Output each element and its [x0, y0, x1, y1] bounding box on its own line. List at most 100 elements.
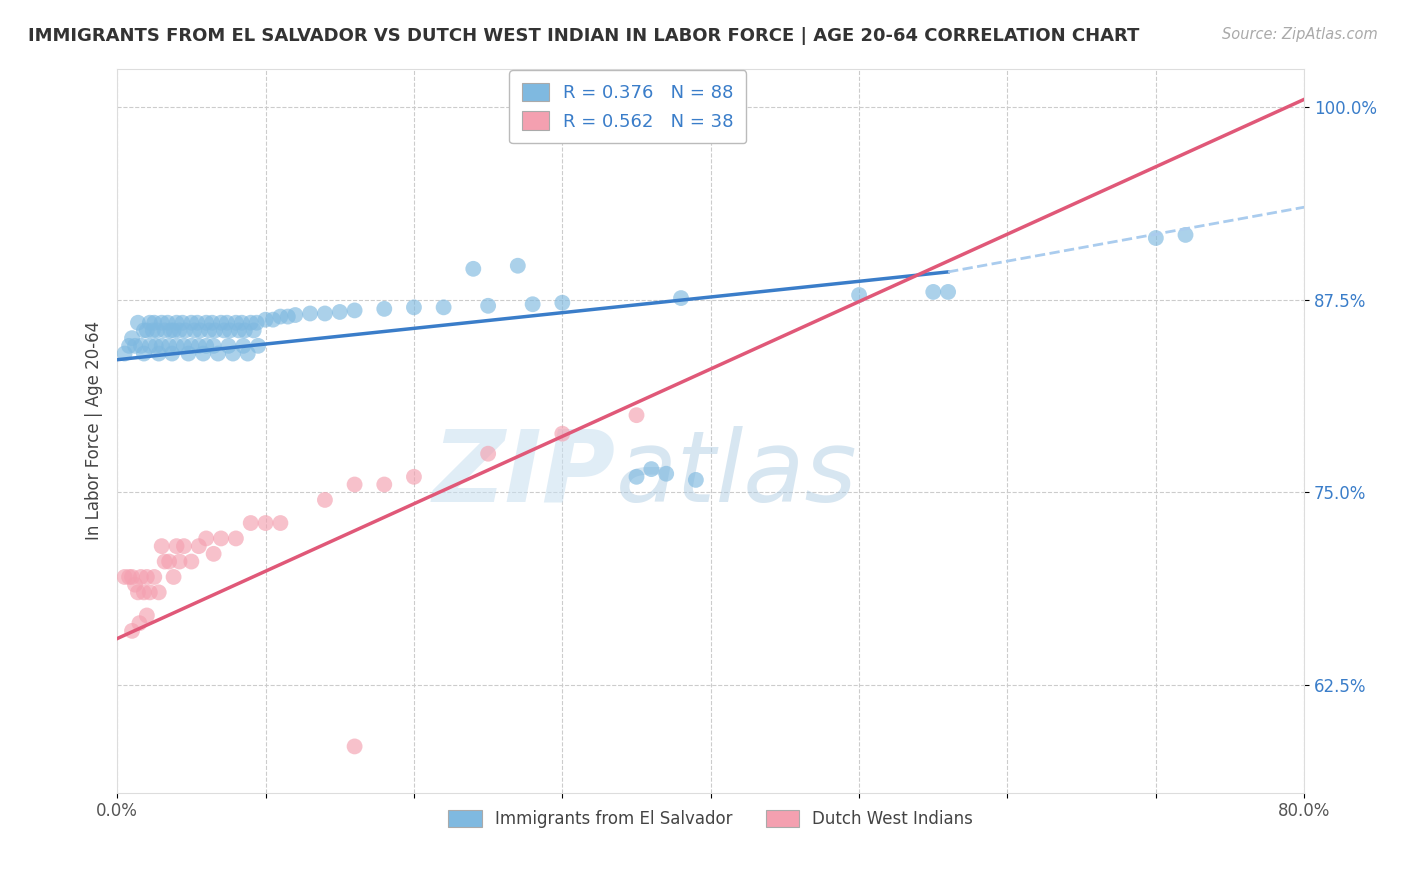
Point	[277, 310, 299, 324]
Text: atlas: atlas	[616, 425, 858, 523]
Point	[121, 624, 143, 638]
Point	[343, 739, 366, 754]
Point	[242, 323, 264, 337]
Point	[1144, 231, 1167, 245]
Point	[506, 259, 529, 273]
Point	[150, 339, 173, 353]
Point	[209, 316, 232, 330]
Point	[129, 339, 152, 353]
Point	[217, 339, 239, 353]
Point	[247, 339, 270, 353]
Point	[212, 323, 235, 337]
Point	[207, 346, 229, 360]
Point	[343, 477, 366, 491]
Legend: Immigrants from El Salvador, Dutch West Indians: Immigrants from El Salvador, Dutch West …	[441, 804, 980, 835]
Point	[246, 316, 269, 330]
Point	[202, 547, 225, 561]
Point	[139, 316, 162, 330]
Point	[463, 261, 485, 276]
Point	[222, 346, 245, 360]
Point	[124, 339, 146, 353]
Point	[233, 323, 256, 337]
Point	[121, 331, 143, 345]
Point	[166, 339, 188, 353]
Point	[232, 339, 254, 353]
Point	[118, 339, 141, 353]
Point	[166, 316, 188, 330]
Point	[153, 555, 176, 569]
Text: ZIP: ZIP	[433, 425, 616, 523]
Point	[373, 301, 395, 316]
Point	[187, 339, 209, 353]
Point	[195, 316, 218, 330]
Point	[373, 477, 395, 491]
Point	[173, 539, 195, 553]
Point	[169, 323, 191, 337]
Y-axis label: In Labor Force | Age 20-64: In Labor Force | Age 20-64	[86, 321, 103, 541]
Point	[343, 303, 366, 318]
Point	[180, 555, 202, 569]
Point	[522, 297, 544, 311]
Point	[121, 570, 143, 584]
Point	[626, 408, 648, 422]
Point	[129, 570, 152, 584]
Point	[640, 462, 662, 476]
Point	[1174, 227, 1197, 242]
Text: IMMIGRANTS FROM EL SALVADOR VS DUTCH WEST INDIAN IN LABOR FORCE | AGE 20-64 CORR: IMMIGRANTS FROM EL SALVADOR VS DUTCH WES…	[28, 27, 1139, 45]
Point	[551, 295, 574, 310]
Point	[685, 473, 707, 487]
Point	[156, 316, 179, 330]
Point	[236, 346, 259, 360]
Point	[193, 346, 215, 360]
Point	[626, 470, 648, 484]
Point	[402, 470, 425, 484]
Point	[132, 323, 155, 337]
Point	[254, 312, 277, 326]
Point	[262, 312, 284, 326]
Point	[150, 316, 173, 330]
Point	[187, 539, 209, 553]
Point	[143, 316, 166, 330]
Point	[215, 316, 238, 330]
Point	[166, 539, 188, 553]
Point	[159, 323, 181, 337]
Point	[225, 532, 247, 546]
Point	[314, 492, 336, 507]
Point	[160, 346, 183, 360]
Point	[145, 339, 167, 353]
Point	[314, 306, 336, 320]
Point	[198, 323, 221, 337]
Point	[201, 316, 224, 330]
Point	[135, 608, 157, 623]
Point	[114, 346, 136, 360]
Point	[922, 285, 945, 299]
Point	[239, 516, 262, 530]
Point	[118, 570, 141, 584]
Point	[477, 447, 499, 461]
Point	[172, 316, 194, 330]
Point	[127, 585, 149, 599]
Point	[173, 339, 195, 353]
Point	[135, 570, 157, 584]
Point	[402, 301, 425, 315]
Text: Source: ZipAtlas.com: Source: ZipAtlas.com	[1222, 27, 1378, 42]
Point	[128, 616, 150, 631]
Point	[655, 467, 678, 481]
Point	[209, 532, 232, 546]
Point	[148, 346, 170, 360]
Point	[231, 316, 253, 330]
Point	[433, 301, 456, 315]
Point	[132, 585, 155, 599]
Point	[669, 291, 692, 305]
Point	[186, 316, 208, 330]
Point	[228, 323, 250, 337]
Point	[188, 323, 211, 337]
Point	[180, 339, 202, 353]
Point	[157, 339, 180, 353]
Point	[329, 305, 352, 319]
Point	[936, 285, 959, 299]
Point	[204, 323, 226, 337]
Point	[143, 570, 166, 584]
Point	[142, 323, 165, 337]
Point	[150, 539, 173, 553]
